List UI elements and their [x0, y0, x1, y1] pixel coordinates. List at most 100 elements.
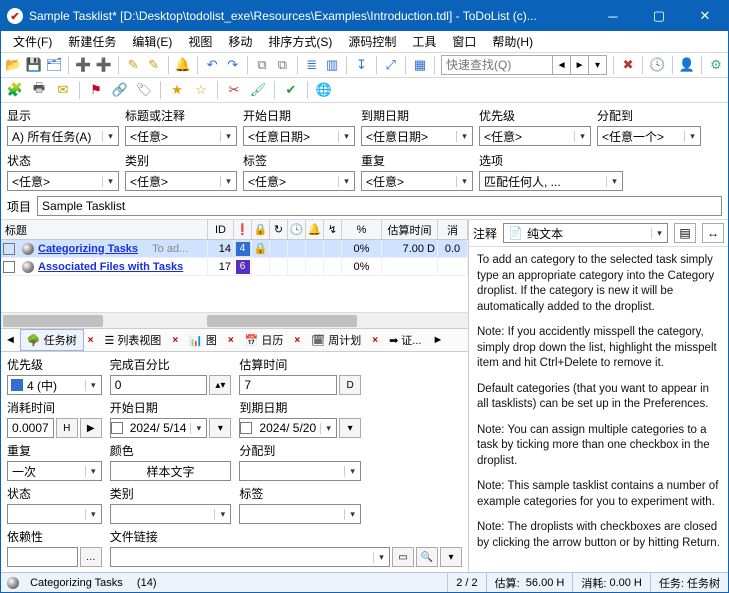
spent-unit[interactable]: H	[56, 418, 78, 438]
filter-select[interactable]: <任意日期>▾	[243, 126, 355, 146]
task-title[interactable]: Associated Files with Tasks	[38, 261, 183, 273]
table-row[interactable]: Associated Files with Tasks1760%	[1, 258, 468, 276]
project-name-input[interactable]: Sample Tasklist	[37, 196, 722, 216]
table-row[interactable]: Categorizing Tasks To ad...144🔒0%7.00 D0…	[1, 240, 468, 258]
prop-spent[interactable]: 0.0007	[7, 418, 54, 438]
maximize-button[interactable]: ▢	[636, 1, 682, 31]
tabs-prev-icon[interactable]: ◄	[5, 334, 16, 346]
filelink-b1-icon[interactable]: ▭	[392, 547, 414, 567]
filter-select[interactable]: <任意>▾	[361, 171, 473, 191]
newsubtask-icon[interactable]: ➕	[96, 55, 112, 75]
brush-icon[interactable]: 🖌	[248, 80, 268, 100]
sort-icon[interactable]: ↧	[353, 55, 369, 75]
row-checkbox[interactable]	[3, 243, 15, 255]
col-id[interactable]: ID	[208, 220, 234, 239]
menu-tools[interactable]: 工具	[404, 31, 444, 52]
col-pct[interactable]: %	[342, 220, 382, 239]
edit-icon[interactable]: ✎	[125, 55, 141, 75]
row-checkbox[interactable]	[3, 261, 15, 273]
notes-btn1-icon[interactable]: ▤	[674, 223, 696, 243]
spent-play-icon[interactable]: ▶	[80, 418, 102, 438]
est-unit[interactable]: D	[339, 375, 361, 395]
puzzle-icon[interactable]: 🧩	[5, 80, 25, 100]
settings-icon[interactable]: ⚙	[708, 55, 724, 75]
col-title[interactable]: 标题	[1, 220, 208, 239]
prop-duedate[interactable]: 2024/ 5/20▾	[239, 418, 337, 438]
cards-icon[interactable]: ▥	[324, 55, 340, 75]
filter-select[interactable]: 匹配任何人, ...▾	[479, 171, 623, 191]
col-bell-icon[interactable]: 🔔	[306, 220, 324, 239]
del-icon[interactable]: ✖	[620, 55, 636, 75]
prop-status[interactable]: ▾	[7, 504, 102, 524]
saveall-icon[interactable]: 🗂	[46, 55, 63, 75]
prop-recur[interactable]: 一次▾	[7, 461, 102, 481]
menu-move[interactable]: 移动	[220, 31, 260, 52]
redo-icon[interactable]: ↷	[224, 55, 240, 75]
prop-tags[interactable]: ▾	[239, 504, 361, 524]
newtask-icon[interactable]: ➕	[75, 55, 91, 75]
col-lock-icon[interactable]: 🔒	[252, 220, 270, 239]
mail-icon[interactable]: ✉	[53, 80, 73, 100]
user-icon[interactable]: 👤	[678, 55, 694, 75]
filter-select[interactable]: <任意>▾	[125, 126, 237, 146]
col-est[interactable]: 估算时间	[382, 220, 438, 239]
tab-chart[interactable]: 📊图	[182, 329, 224, 351]
globe-icon[interactable]: 🌐	[314, 80, 334, 100]
qf-dd-icon[interactable]: ▾	[588, 56, 606, 74]
col-recur-icon[interactable]: ↻	[270, 220, 288, 239]
filter-select[interactable]: <任意日期>▾	[361, 126, 473, 146]
prop-assign[interactable]: ▾	[239, 461, 361, 481]
col-cost[interactable]: 消	[438, 220, 468, 239]
cut-icon[interactable]: ✂	[224, 80, 244, 100]
link-icon[interactable]: 🔗	[110, 80, 130, 100]
qf-next-icon[interactable]: ►	[570, 56, 588, 74]
filter-select[interactable]: <任意>▾	[7, 171, 119, 191]
qf-prev-icon[interactable]: ◄	[552, 56, 570, 74]
menu-view[interactable]: 视图	[180, 31, 220, 52]
tab-proof[interactable]: ➡证...	[382, 329, 428, 351]
tag-icon[interactable]: 🏷	[134, 80, 154, 100]
prop-esttime[interactable]: 7	[239, 375, 337, 395]
prop-color[interactable]: 样本文字	[110, 461, 232, 481]
menu-help[interactable]: 帮助(H)	[484, 31, 541, 52]
save-icon[interactable]: 💾	[25, 55, 41, 75]
view2-icon[interactable]: ⧉	[274, 55, 290, 75]
open-icon[interactable]: 📂	[5, 55, 21, 75]
menu-srcctrl[interactable]: 源码控制	[340, 31, 404, 52]
filter-select[interactable]: <任意>▾	[479, 126, 591, 146]
print-icon[interactable]: 🖶	[29, 80, 49, 100]
view1-icon[interactable]: ⧉	[254, 55, 270, 75]
tab-close-4[interactable]: ×	[294, 335, 300, 346]
tab-close-3[interactable]: ×	[228, 335, 234, 346]
spin-icon[interactable]: ▴▾	[209, 375, 231, 395]
check-icon[interactable]: ✔	[281, 80, 301, 100]
timer-icon[interactable]: 🕓	[649, 55, 665, 75]
grid-hscroll[interactable]	[1, 312, 468, 328]
startdate-btn[interactable]: ▾	[209, 418, 231, 438]
tab-calendar[interactable]: 📅日历	[238, 329, 291, 351]
star2-icon[interactable]: ☆	[191, 80, 211, 100]
filter-select[interactable]: A) 所有任务(A)▾	[7, 126, 119, 146]
reminder-icon[interactable]: 🔔	[175, 55, 191, 75]
col-pri-icon[interactable]: ❗	[234, 220, 252, 239]
prop-depends[interactable]	[7, 547, 78, 567]
filter-select[interactable]: <任意>▾	[125, 171, 237, 191]
filter-select[interactable]: <任意>▾	[243, 171, 355, 191]
tab-close-1[interactable]: ×	[88, 335, 94, 346]
notes-mode-select[interactable]: 📄纯文本▾	[503, 223, 668, 243]
tabs-next-icon[interactable]: ►	[432, 334, 443, 346]
tab-tasktree[interactable]: 🌳任务树	[20, 329, 84, 351]
undo-icon[interactable]: ↶	[204, 55, 220, 75]
notes-body[interactable]: To add an category to the selected task …	[469, 247, 728, 572]
edit2-icon[interactable]: ✎	[145, 55, 161, 75]
col-dep-icon[interactable]: ↯	[324, 220, 342, 239]
prop-pctdone[interactable]: 0	[110, 375, 208, 395]
depends-browse-icon[interactable]: …	[80, 547, 102, 567]
prop-category[interactable]: ▾	[110, 504, 232, 524]
duedate-btn[interactable]: ▾	[339, 418, 361, 438]
prop-priority[interactable]: 4 (中)▾	[7, 375, 102, 395]
filter-select[interactable]: <任意一个>▾	[597, 126, 701, 146]
menu-newtask[interactable]: 新建任务	[60, 31, 124, 52]
minimize-button[interactable]: ─	[590, 1, 636, 31]
tab-week[interactable]: 🗓周计划	[304, 329, 368, 351]
